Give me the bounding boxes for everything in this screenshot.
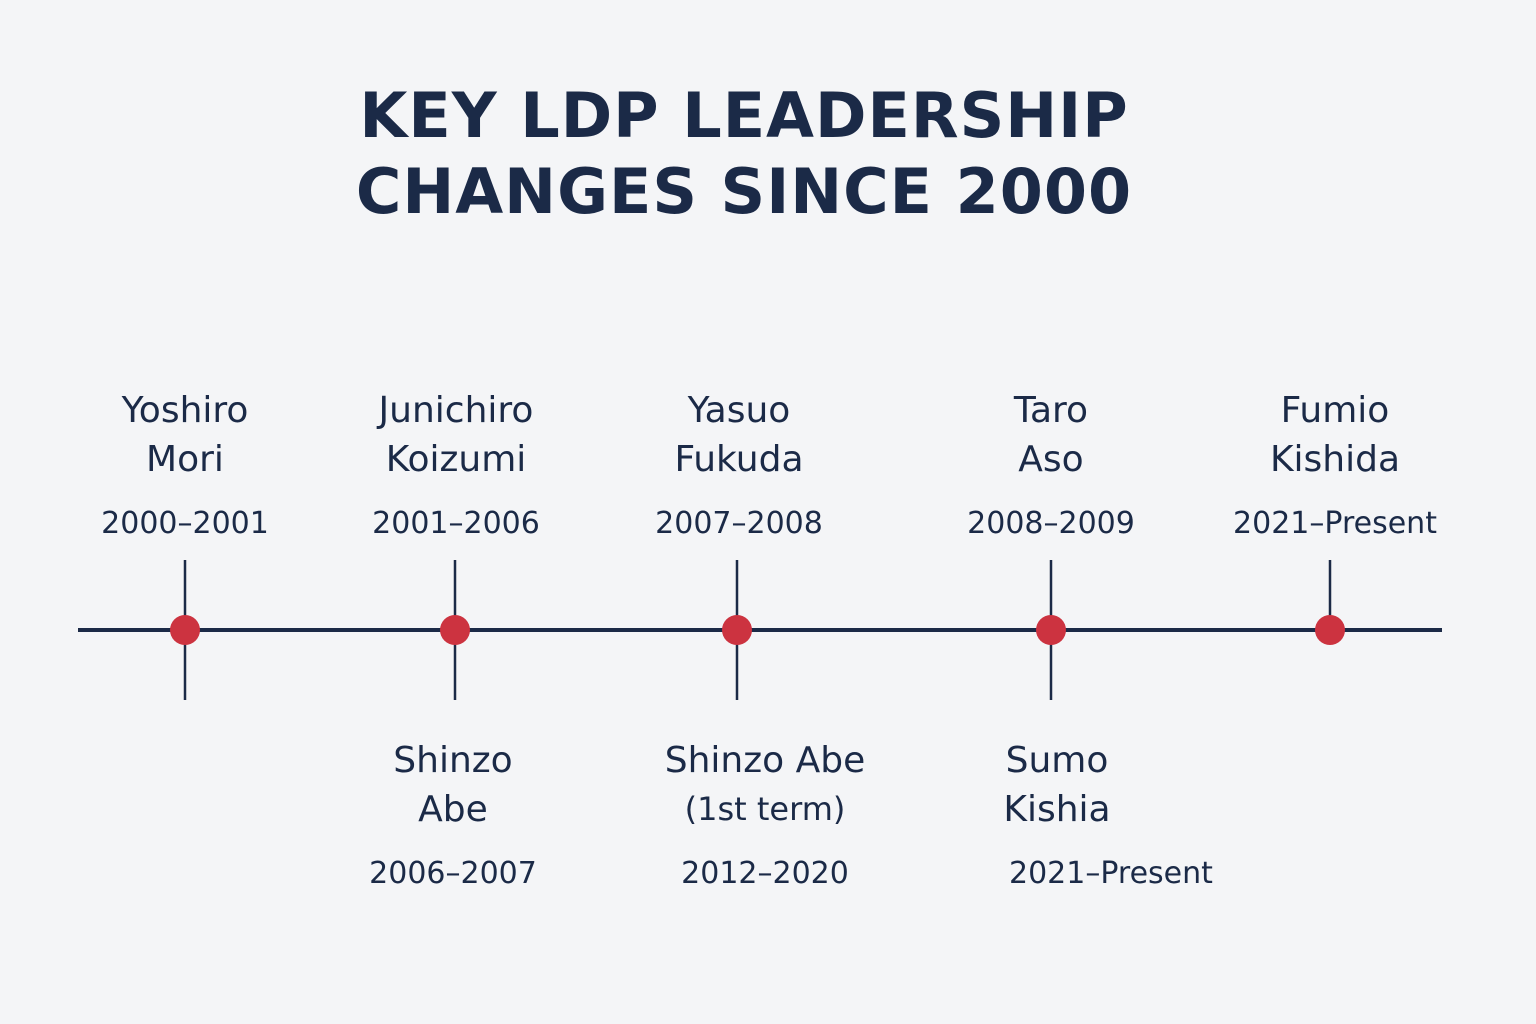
event-label-aso: Taro Aso 2008–2009 <box>931 386 1171 542</box>
page-title: KEY LDP LEADERSHIP CHANGES SINCE 2000 <box>0 78 1488 230</box>
event-name-line-2: (1st term) <box>684 790 846 828</box>
event-name-line-2: Kishida <box>1269 439 1401 480</box>
event-label-abe-first-term: Shinzo Abe (1st term) 2012–2020 <box>645 736 885 892</box>
marker-koizumi <box>440 615 470 645</box>
event-years: 2001–2006 <box>372 506 540 541</box>
title-line-1: KEY LDP LEADERSHIP <box>359 79 1129 152</box>
event-name-line-2: Koizumi <box>385 439 527 480</box>
event-label-mori: Yoshiro Mori 2000–2001 <box>65 386 305 542</box>
event-name-line-2: Aso <box>1018 439 1084 480</box>
event-name-line-1: Yasuo <box>687 390 791 431</box>
event-name-line-1: Sumo <box>1005 740 1109 781</box>
event-name-line-2: Mori <box>146 439 224 480</box>
event-years: 2007–2008 <box>655 506 823 541</box>
event-name-line-1: Shinzo <box>393 740 513 781</box>
event-label-kishida: Fumio Kishida 2021–Present <box>1215 386 1455 542</box>
event-name-line-1: Fumio <box>1280 390 1390 431</box>
marker-mori <box>170 615 200 645</box>
event-years: 2008–2009 <box>967 506 1135 541</box>
event-name-line-1: Shinzo Abe <box>664 740 866 781</box>
event-name-line-2: Fukuda <box>674 439 804 480</box>
event-label-kishia: Sumo Kishia 2021–Present <box>937 736 1213 892</box>
event-name-line-2: Kishia <box>1003 789 1111 830</box>
event-years: 2021–Present <box>1233 506 1437 541</box>
event-label-fukuda: Yasuo Fukuda 2007–2008 <box>619 386 859 542</box>
event-label-abe: Shinzo Abe 2006–2007 <box>333 736 573 892</box>
marker-aso <box>1036 615 1066 645</box>
event-label-koizumi: Junichiro Koizumi 2001–2006 <box>336 386 576 542</box>
event-name-line-1: Yoshiro <box>121 390 249 431</box>
event-years: 2000–2001 <box>101 506 269 541</box>
marker-kishida <box>1315 615 1345 645</box>
event-years: 2012–2020 <box>681 856 849 891</box>
marker-fukuda <box>722 615 752 645</box>
event-years: 2006–2007 <box>369 856 537 891</box>
event-name-line-1: Junichiro <box>378 390 534 431</box>
event-years: 2021–Present <box>1009 856 1213 891</box>
event-name-line-1: Taro <box>1013 390 1089 431</box>
event-name-line-2: Abe <box>418 789 488 830</box>
title-line-2: CHANGES SINCE 2000 <box>355 155 1133 228</box>
